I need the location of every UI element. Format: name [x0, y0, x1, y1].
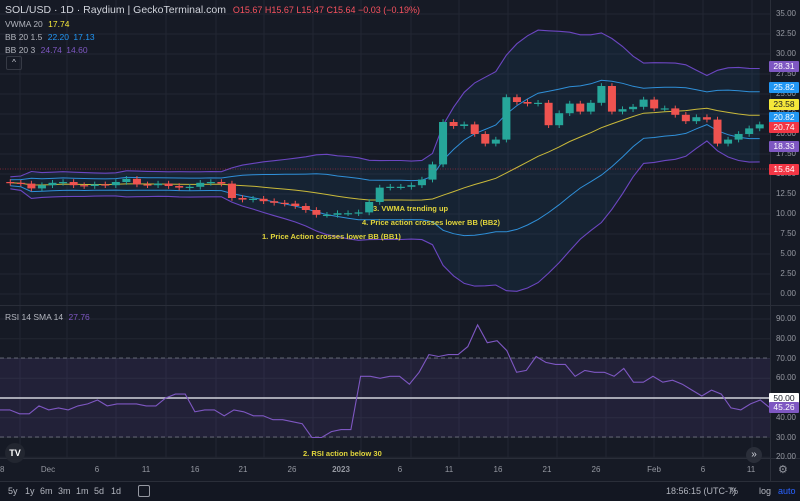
time-tick: 6: [94, 465, 100, 474]
price-label: 25.82: [769, 82, 799, 93]
time-tick: 26: [287, 465, 297, 474]
rsi-label: 45.26: [769, 402, 799, 413]
rsi-tick: 80.00: [775, 333, 796, 343]
vwma-label: VWMA 20: [5, 19, 43, 29]
price-label: 18.33: [769, 141, 799, 152]
bb1-legend[interactable]: BB 20 1.5 22.20 17.13: [5, 32, 95, 42]
rsi-tick: 70.00: [775, 353, 796, 363]
bb2-upper: 24.74: [40, 45, 62, 55]
price-tick: 27.50: [775, 69, 796, 78]
time-tick: Feb: [647, 465, 661, 474]
date-range-icon[interactable]: [138, 485, 150, 497]
price-label: 20.82: [769, 112, 799, 123]
bb2-legend[interactable]: BB 20 3 24.74 14.60: [5, 45, 88, 55]
price-tick: 5.00: [780, 249, 796, 258]
time-tick: 11: [746, 465, 756, 474]
rsi-legend[interactable]: RSI 14 SMA 14 27.76: [5, 312, 90, 322]
rsi-value: 27.76: [68, 312, 90, 322]
symbol-title: SOL/USD · 1D · Raydium | GeckoTerminal.c…: [5, 4, 226, 16]
price-tick: 17.50: [775, 149, 796, 158]
bb1-label: BB 20 1.5: [5, 32, 43, 42]
price-label: 23.58: [769, 99, 799, 110]
timeframe-3m[interactable]: 3m: [58, 486, 71, 496]
time-tick: 11: [141, 465, 151, 474]
price-label: 20.74: [769, 122, 799, 133]
timeframe-5d[interactable]: 5d: [94, 486, 105, 496]
rsi-tick: 20.00: [775, 452, 796, 462]
price-tick: 20.00: [775, 129, 796, 138]
time-tick: 16: [493, 465, 503, 474]
annotation-2: 2. RSI action below 30: [303, 449, 382, 458]
rsi-tick: 40.00: [775, 412, 796, 422]
chevron-up-icon: ^: [12, 58, 16, 67]
timeframe-1d[interactable]: 1d: [111, 486, 122, 496]
bb2-label: BB 20 3: [5, 45, 36, 55]
bb1-lower: 17.13: [73, 32, 95, 42]
rsi-tick: 90.00: [775, 314, 796, 323]
timeframe-5y[interactable]: 5y: [8, 486, 18, 496]
price-tick: 7.50: [780, 229, 796, 238]
price-tick: 35.00: [775, 9, 796, 18]
price-tick: 25.00: [775, 89, 796, 98]
rsi-label: 50.00: [769, 393, 799, 404]
tradingview-logo[interactable]: TV: [5, 443, 25, 463]
time-tick: 28: [0, 465, 5, 474]
time-tick: 21: [542, 465, 552, 474]
bottom-toolbar: 5y 1y 6m 3m 1m 5d 1d 18:56:15 (UTC-7) % log au…: [0, 481, 800, 501]
price-tick: 12.50: [775, 189, 796, 198]
annotation-1: 1. Price Action crosses lower BB (BB1): [262, 232, 401, 241]
rsi-tick: 30.00: [775, 432, 796, 442]
scroll-to-realtime-button[interactable]: »: [746, 447, 762, 463]
time-tick: 16: [190, 465, 200, 474]
price-tick: 2.50: [780, 269, 796, 278]
price-tick: 10.00: [775, 209, 796, 218]
timeframe-1y[interactable]: 1y: [25, 486, 35, 496]
time-tick: 21: [238, 465, 248, 474]
vwma-value: 17.74: [48, 19, 70, 29]
percent-scale-button[interactable]: %: [730, 486, 739, 496]
auto-scale-button[interactable]: auto: [778, 486, 796, 496]
rsi-tick: 60.00: [775, 373, 796, 383]
symbol-legend[interactable]: SOL/USD · 1D · Raydium | GeckoTerminal.c…: [5, 4, 420, 16]
vwma-legend[interactable]: VWMA 20 17.74: [5, 19, 69, 29]
ohlc-values: O15.67 H15.67 L15.47 C15.64 −0.03 (−0.19…: [232, 5, 421, 15]
clock[interactable]: 18:56:15 (UTC-7): [666, 486, 737, 496]
price-tick: 0.00: [780, 289, 796, 298]
collapse-legend-button[interactable]: ^: [6, 56, 22, 70]
settings-gear-icon[interactable]: ⚙: [778, 464, 788, 476]
timeframe-6m[interactable]: 6m: [40, 486, 53, 496]
annotation-3: 3. VWMA trending up: [373, 204, 449, 213]
price-label: 15.64: [769, 164, 799, 175]
time-tick: Dec: [40, 465, 56, 474]
bb2-lower: 14.60: [66, 45, 88, 55]
double-chevron-right-icon: »: [751, 449, 757, 460]
time-tick: 6: [397, 465, 403, 474]
time-tick: 26: [591, 465, 601, 474]
timeframe-1m[interactable]: 1m: [76, 486, 89, 496]
price-label: 28.31: [769, 61, 799, 72]
time-tick: 11: [444, 465, 454, 474]
log-scale-button[interactable]: log: [759, 486, 772, 496]
time-tick: 6: [700, 465, 706, 474]
annotation-4: 4. Price action crosses lower BB (BB2): [362, 218, 500, 227]
time-tick: 2023: [332, 465, 350, 474]
bb1-upper: 22.20: [47, 32, 69, 42]
price-tick: 32.50: [775, 29, 796, 38]
rsi-label: RSI 14 SMA 14: [5, 312, 64, 322]
price-tick: 30.00: [775, 49, 796, 58]
